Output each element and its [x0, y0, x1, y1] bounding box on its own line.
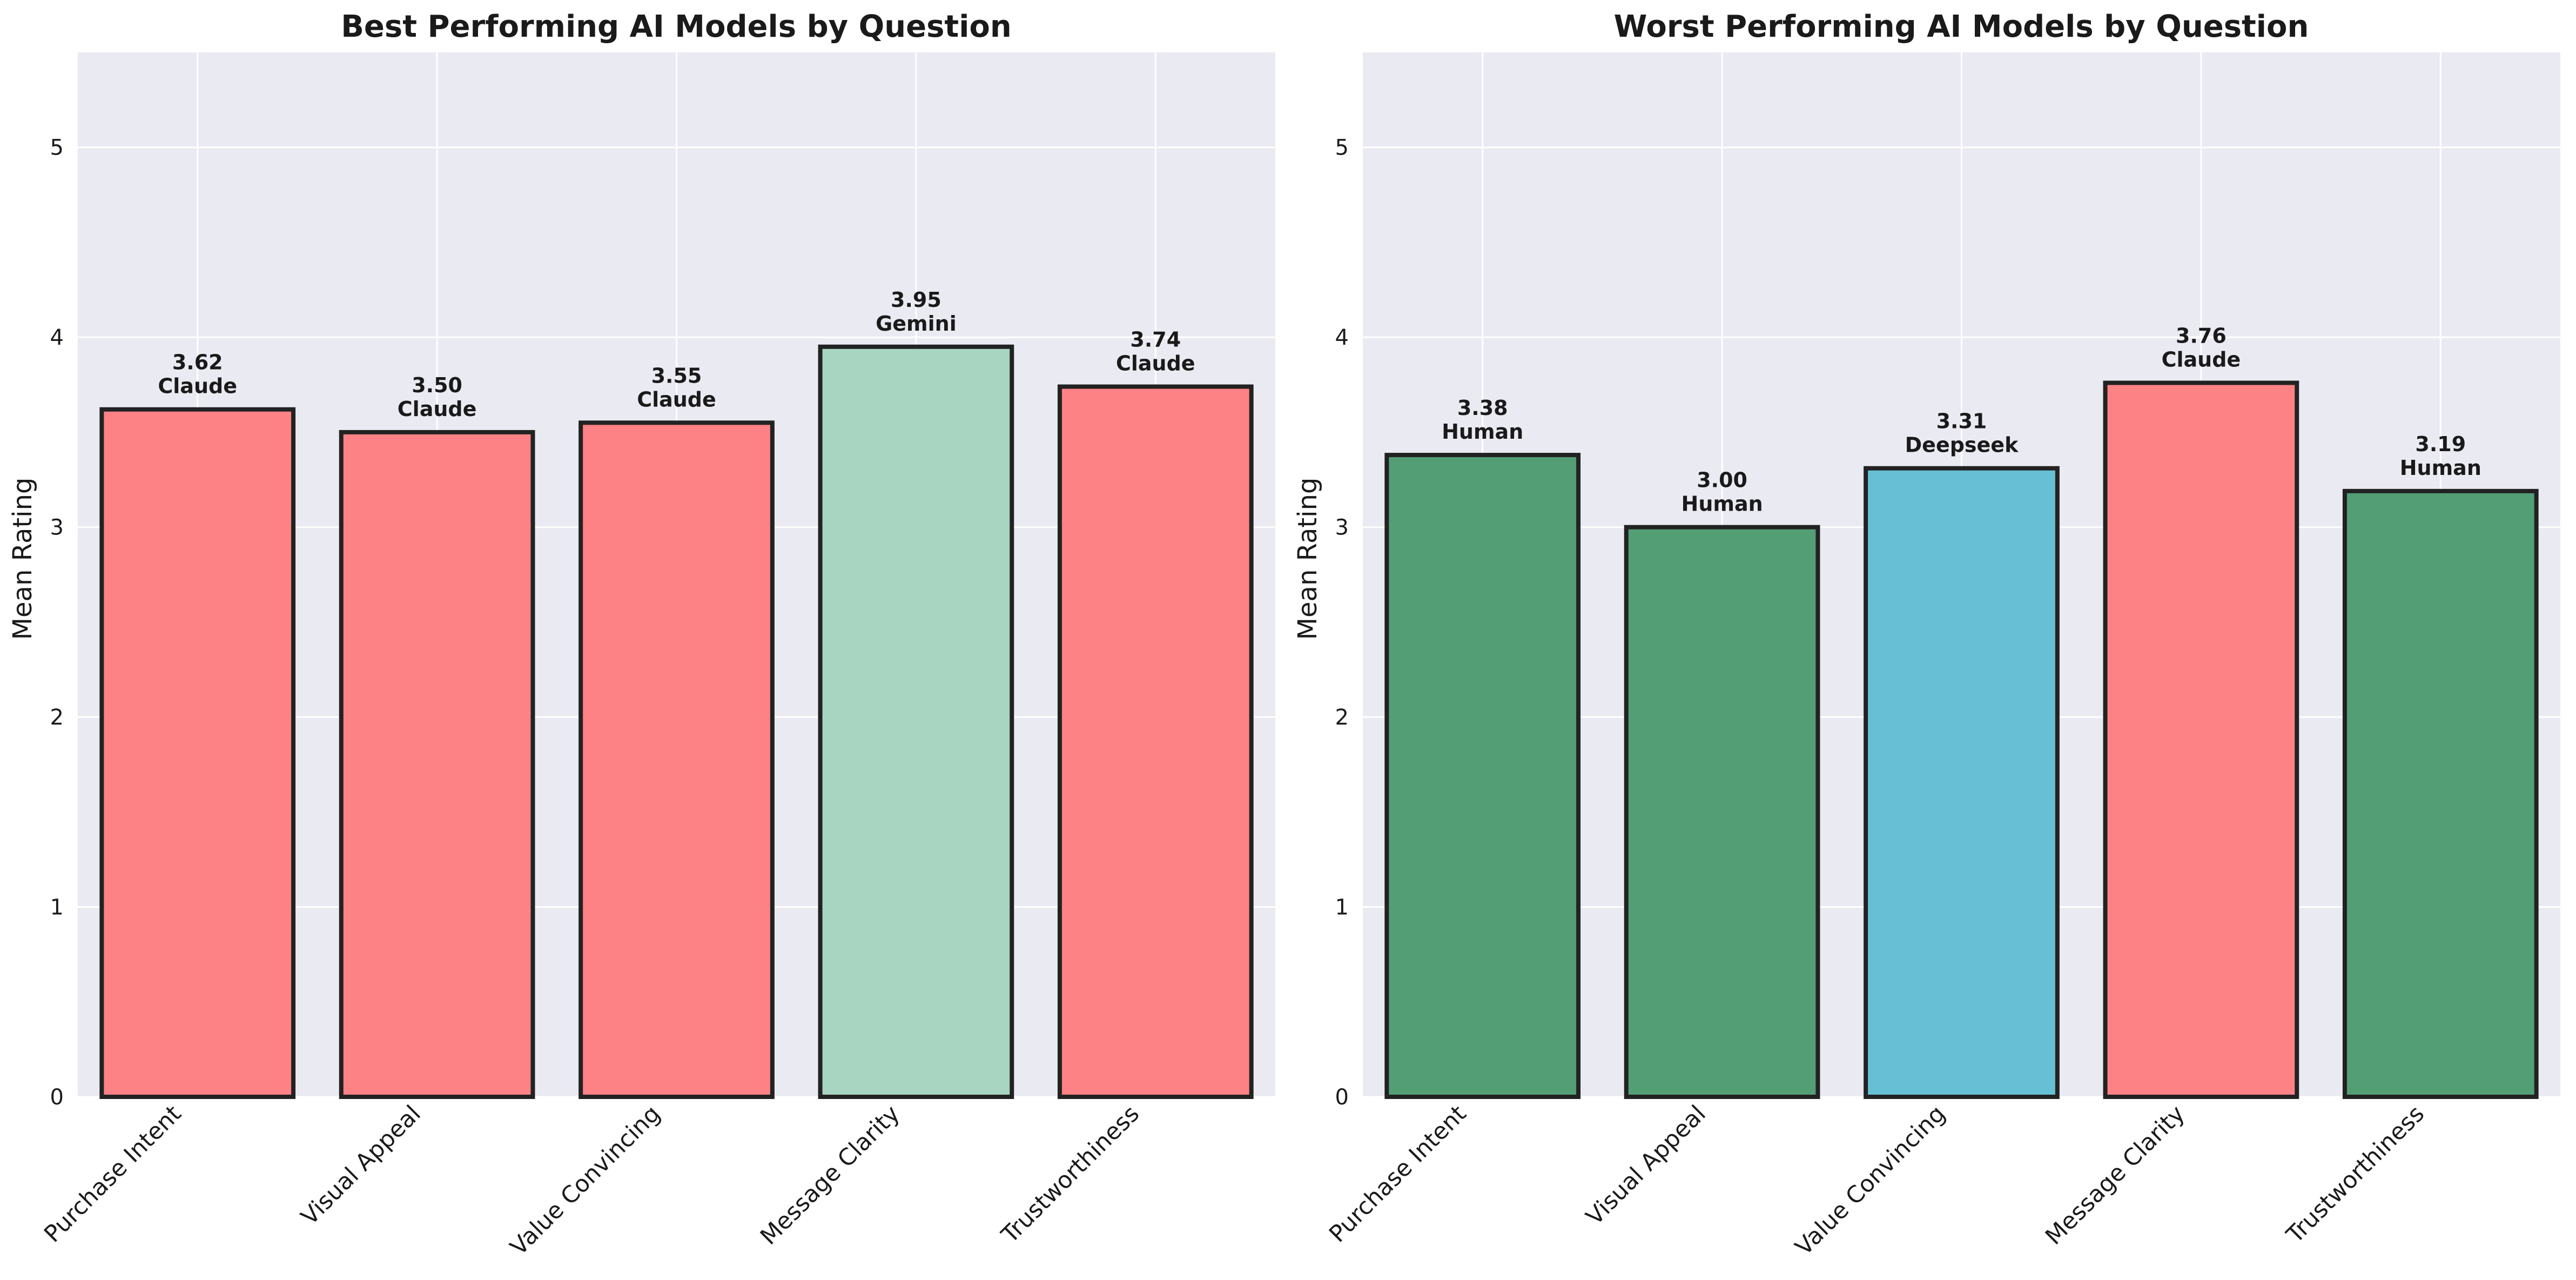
bar-value-label: 3.38: [1457, 396, 1508, 420]
bar-model-label: Deepseek: [1905, 433, 2019, 457]
x-tick-label: Value Convincing: [505, 1100, 665, 1261]
bar-model-label: Claude: [2162, 348, 2241, 372]
y-tick-label: 1: [50, 895, 64, 920]
bar-model-label: Claude: [158, 374, 237, 398]
y-tick-label: 1: [1335, 895, 1349, 920]
y-tick-label: 0: [1335, 1085, 1349, 1110]
bar-value-label: 3.00: [1697, 468, 1747, 492]
x-tick-label: Message Clarity: [755, 1100, 905, 1250]
y-tick-label: 4: [1335, 325, 1349, 350]
bar: [1624, 525, 1820, 1099]
bar-value-label: 3.76: [2176, 324, 2227, 348]
y-tick-label: 0: [50, 1085, 64, 1110]
bar: [339, 430, 535, 1100]
bar-value-label: 3.95: [891, 288, 941, 312]
bar: [2103, 380, 2299, 1099]
x-tick-label: Message Clarity: [2040, 1100, 2190, 1250]
y-tick-label: 3: [1335, 515, 1349, 540]
bar-model-label: Human: [2400, 456, 2481, 480]
best-models-chart: Best Performing AI Models by Question Me…: [8, 9, 1275, 1261]
bar: [99, 407, 296, 1100]
bar-value-label: 3.62: [172, 351, 223, 374]
worst-models-chart: Worst Performing AI Models by Question M…: [1293, 9, 2560, 1261]
bar-value-label: 3.19: [2415, 432, 2466, 456]
x-tick-label: Purchase Intent: [39, 1100, 186, 1248]
x-tick-label: Value Convincing: [1790, 1100, 1951, 1261]
bar-model-label: Claude: [398, 397, 477, 421]
bar: [579, 420, 775, 1100]
bar-model-label: Claude: [1116, 352, 1195, 376]
chart-title: Best Performing AI Models by Question: [341, 9, 1012, 44]
y-axis-title: Mean Rating: [1293, 478, 1323, 640]
y-tick-label: 5: [1335, 136, 1349, 160]
bar-value-label: 3.74: [1130, 328, 1181, 352]
bar: [1864, 466, 2060, 1099]
bar-value-label: 3.50: [412, 373, 462, 397]
bar: [1057, 384, 1254, 1099]
bar-model-label: Claude: [637, 387, 716, 411]
x-tick-label: Trustworthiness: [996, 1100, 1145, 1249]
chart-title: Worst Performing AI Models by Question: [1614, 9, 2309, 44]
y-axis-title: Mean Rating: [8, 478, 38, 640]
bar: [2342, 488, 2539, 1099]
y-tick-label: 3: [50, 515, 64, 540]
x-tick-label: Purchase Intent: [1324, 1100, 1471, 1248]
bar-value-label: 3.31: [1936, 410, 1987, 433]
bar-model-label: Human: [1442, 420, 1523, 444]
x-tick-label: Trustworthiness: [2281, 1100, 2430, 1249]
y-tick-label: 5: [50, 136, 64, 160]
y-tick-label: 2: [50, 705, 64, 730]
bar-model-label: Human: [1682, 492, 1763, 516]
x-tick-label: Visual Appeal: [296, 1100, 426, 1230]
bar-value-label: 3.55: [651, 364, 702, 387]
bar: [818, 344, 1014, 1099]
y-tick-label: 4: [50, 325, 64, 350]
y-tick-label: 2: [1335, 705, 1349, 730]
bar: [1384, 453, 1581, 1099]
x-tick-label: Visual Appeal: [1581, 1100, 1711, 1230]
bar-model-label: Gemini: [876, 312, 957, 336]
